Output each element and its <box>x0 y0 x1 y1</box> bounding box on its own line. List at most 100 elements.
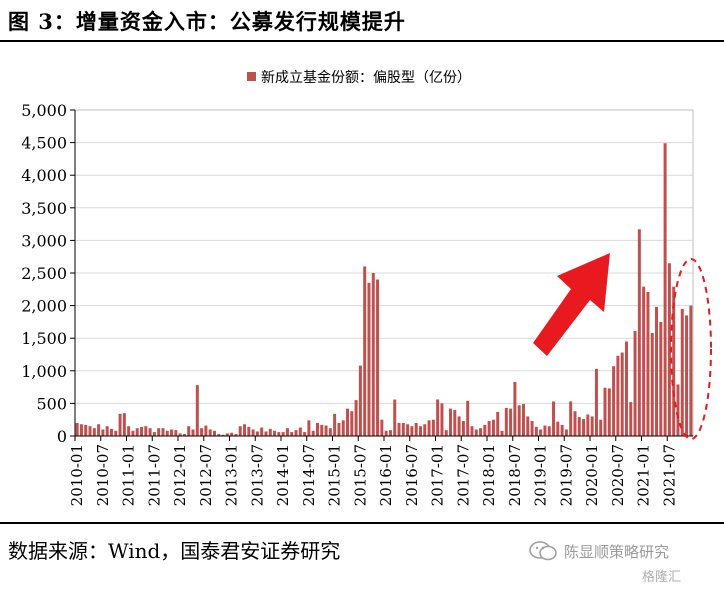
bar <box>341 420 345 436</box>
x-tick-label: 2021-01 <box>635 444 653 506</box>
bar <box>594 368 598 436</box>
bar <box>650 332 654 436</box>
x-tick-label: 2012-01 <box>171 444 189 506</box>
bar <box>88 426 92 436</box>
bar <box>530 421 534 436</box>
bar <box>328 428 332 436</box>
bar <box>440 403 444 436</box>
bar <box>629 402 633 436</box>
y-tick-label: 4,500 <box>21 134 67 153</box>
bar <box>268 428 272 436</box>
bar <box>140 426 144 436</box>
bar <box>294 430 298 436</box>
bar <box>380 419 384 436</box>
bar <box>165 430 169 436</box>
bar <box>251 429 255 436</box>
bar <box>624 341 628 436</box>
bar <box>101 429 105 436</box>
bar <box>92 428 96 436</box>
x-tick-label: 2011-01 <box>120 444 138 506</box>
y-tick-label: 3,500 <box>21 199 67 218</box>
bar <box>689 305 693 436</box>
bar <box>607 388 611 436</box>
x-tick-label: 2014-07 <box>300 444 318 506</box>
bar <box>367 282 371 436</box>
bar <box>672 286 676 436</box>
bar <box>500 430 504 436</box>
bar <box>479 428 483 436</box>
bar <box>659 321 663 436</box>
bar <box>182 434 186 436</box>
bar <box>311 430 315 436</box>
x-tick-label: 2013-01 <box>223 444 241 506</box>
legend: 新成立基金份额：偏股型（亿份） <box>247 69 471 86</box>
bar <box>131 430 135 436</box>
bar <box>247 426 251 436</box>
bar <box>474 429 478 436</box>
bar <box>560 424 564 436</box>
bar <box>281 432 285 436</box>
bar <box>109 428 113 436</box>
y-axis: 0 500 1,000 1,500 2,000 2,500 3,000 3,500 4,000 4… <box>21 101 76 446</box>
x-tick-label: 2010-07 <box>94 444 112 506</box>
legend-swatch <box>247 72 256 81</box>
y-tick-label: 500 <box>36 394 67 413</box>
x-tick-label: 2020-01 <box>583 444 601 506</box>
legend-label: 新成立基金份额：偏股型（亿份） <box>261 69 471 86</box>
bar <box>315 422 319 436</box>
bar <box>457 416 461 436</box>
x-tick-label: 2019-07 <box>557 444 575 506</box>
bar <box>84 424 88 436</box>
bar <box>487 421 491 436</box>
bar <box>273 430 277 436</box>
bar <box>470 426 474 436</box>
bar <box>264 431 268 436</box>
bar <box>431 419 435 436</box>
y-tick-label: 2,000 <box>21 297 67 316</box>
bar <box>685 315 689 436</box>
bar <box>667 263 671 436</box>
bar <box>157 428 161 436</box>
bar <box>337 422 341 436</box>
bar <box>200 428 204 436</box>
bar <box>552 401 556 436</box>
bar <box>573 411 577 436</box>
bar <box>208 429 212 436</box>
bar <box>436 399 440 436</box>
bar <box>397 422 401 436</box>
bottom-rule <box>0 522 724 524</box>
x-tick-label: 2012-07 <box>197 444 215 506</box>
bar <box>637 229 641 436</box>
bar <box>230 432 234 436</box>
bar <box>509 408 513 436</box>
bar <box>350 411 354 436</box>
bar <box>461 421 465 436</box>
bar <box>346 408 350 436</box>
bar <box>135 428 139 436</box>
bar <box>543 425 547 436</box>
bar <box>410 426 414 436</box>
bar <box>234 434 238 436</box>
bar <box>539 429 543 436</box>
bar <box>277 432 281 436</box>
x-tick-label: 2021-07 <box>660 444 678 506</box>
bar <box>97 424 101 436</box>
bar <box>298 427 302 436</box>
y-tick-label: 4,000 <box>21 166 67 185</box>
bar <box>191 429 195 436</box>
bar <box>616 355 620 436</box>
bar <box>427 420 431 436</box>
bar <box>187 426 191 436</box>
bar <box>483 424 487 436</box>
bar <box>633 331 637 436</box>
bar <box>114 430 118 436</box>
bar <box>534 426 538 436</box>
watermark: 陈显顺策略研究 <box>528 540 669 562</box>
bar <box>496 411 500 436</box>
bar <box>243 424 247 436</box>
y-tick-label: 5,000 <box>21 101 67 120</box>
bar <box>655 306 659 436</box>
top-rule <box>0 40 724 42</box>
bar <box>444 430 448 436</box>
bar <box>414 422 418 436</box>
